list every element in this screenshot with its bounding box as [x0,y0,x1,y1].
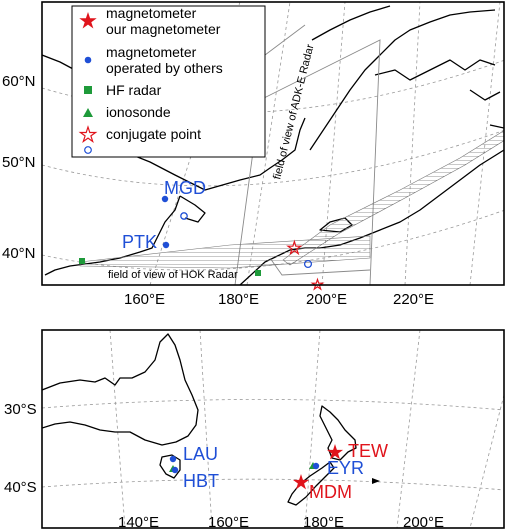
lat-label-50n: 50°N [2,154,36,171]
lon-label-180e: 180°E [218,291,259,308]
conjugate-circle-2 [303,259,313,269]
legend-open-circle-icon [84,146,92,154]
station-label-eyr: EYR [327,458,364,478]
bottom-graticule [42,330,504,528]
legend-item-5-line-1: conjugate point [106,126,201,142]
legend-open-star-icon [78,125,98,144]
lon-label-220e: 220°E [393,291,434,308]
legend-green-triangle-icon [83,108,93,117]
station-marker-tew [326,444,344,460]
lon-label-200e-bottom: 200°E [403,514,444,531]
legend-item-3-line-1: HF radar [106,82,162,98]
station-label-tew: TEW [348,441,388,461]
station-marker-ptk [162,241,170,249]
hf-radar-marker-hok [79,258,85,264]
station-label-hbt: HBT [183,471,219,491]
bottom-map: 30°S 40°S 140°E 160°E 180°E 200°E LAU HB… [4,329,505,531]
legend-item-2-line-1: magnetometer [106,44,197,60]
legend-green-square-icon [84,86,92,94]
lon-label-140e-bottom: 140°E [118,514,159,531]
conjugate-circle-1 [180,212,188,220]
top-coastlines [42,5,504,285]
fov-label-hok: field of view of HOK Radar [108,269,238,281]
legend-item-1-line-1: magnetometer [106,5,197,21]
conjugate-star-1 [286,239,303,256]
station-marker-mdm [292,474,310,490]
lon-label-160e-bottom: 160°E [208,514,249,531]
lat-label-30s: 30°S [4,401,37,418]
legend-blue-dot-icon [84,56,92,64]
legend-red-star-icon [79,12,97,29]
lon-label-200e: 200°E [306,291,347,308]
station-marker-lau [169,455,177,463]
lat-label-40s: 40°S [4,479,37,496]
station-label-ptk: PTK [122,232,157,252]
conjugate-star-2 [310,277,325,291]
legend-item-2-line-2: operated by others [106,60,223,76]
hf-radar-marker-adk [255,270,261,276]
fov-label-adk: field of view of ADK-E Radar [271,43,316,181]
lat-label-60n: 60°N [2,73,36,90]
lon-label-160e: 160°E [124,291,165,308]
station-label-mdm: MDM [309,482,352,502]
small-island-marker [372,478,380,484]
top-map-frame [41,1,505,286]
lat-label-40n: 40°N [2,245,36,262]
station-marker-hbt [171,466,179,474]
legend-item-1-line-2: our magnetometer [106,21,221,37]
station-label-lau: LAU [183,444,218,464]
station-marker-mgd [161,195,169,203]
station-label-mgd: MGD [164,178,206,198]
lon-label-180e-bottom: 180°E [303,514,344,531]
legend-item-4-line-1: ionosonde [106,104,171,120]
fov-hok [79,130,504,269]
legend: magnetometer our magnetometer magnetomet… [71,5,266,158]
station-marker-eyr [312,462,320,470]
bottom-map-frame [41,329,505,529]
